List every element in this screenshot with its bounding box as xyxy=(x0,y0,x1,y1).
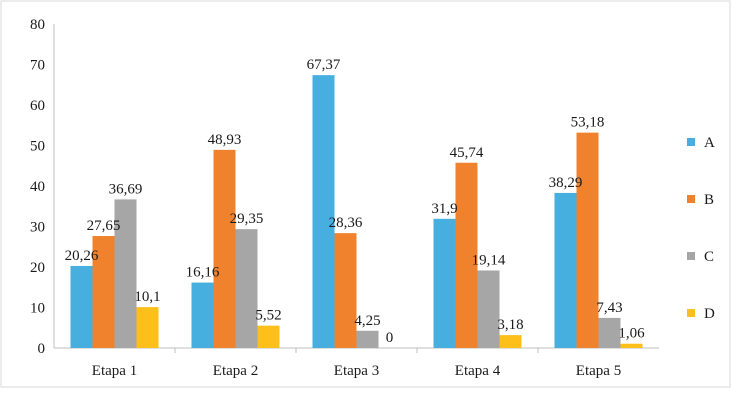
bar-d xyxy=(499,335,522,348)
data-label: 5,52 xyxy=(255,308,281,324)
data-label: 19,14 xyxy=(472,252,506,268)
data-label: 53,18 xyxy=(571,115,605,131)
legend-label-a: A xyxy=(704,135,715,151)
data-label: 36,69 xyxy=(109,181,143,197)
y-tick-label: 30 xyxy=(30,220,45,236)
data-label: 3,18 xyxy=(497,317,523,333)
y-tick-label: 20 xyxy=(30,260,45,276)
data-label: 7,43 xyxy=(596,300,622,316)
bar-a xyxy=(433,218,456,348)
bars xyxy=(70,75,643,349)
y-tick-label: 50 xyxy=(30,139,45,155)
bar-a xyxy=(312,75,335,349)
x-category-label: Etapa 4 xyxy=(455,363,501,379)
bar-c xyxy=(235,229,258,348)
bar-b xyxy=(334,233,357,348)
legend: A B C D xyxy=(687,135,715,322)
legend-label-b: B xyxy=(704,192,714,208)
legend-swatch-c xyxy=(687,252,695,260)
data-label: 28,36 xyxy=(329,215,363,231)
data-label: 27,65 xyxy=(87,218,121,234)
data-label: 38,29 xyxy=(549,175,583,191)
bar-c xyxy=(598,317,621,348)
data-label: 31,9 xyxy=(431,201,457,217)
bar-c xyxy=(477,270,500,348)
legend-label-c: C xyxy=(704,249,714,265)
data-label: 48,93 xyxy=(208,132,242,148)
y-tick-label: 0 xyxy=(38,341,46,357)
x-category-label: Etapa 3 xyxy=(334,363,379,379)
data-label: 67,37 xyxy=(307,57,341,73)
y-tick-label: 10 xyxy=(30,301,45,317)
legend-swatch-a xyxy=(687,138,695,146)
data-label: 0 xyxy=(386,330,394,346)
data-label: 16,16 xyxy=(186,265,220,281)
x-category-label: Etapa 1 xyxy=(92,363,137,379)
bar-a xyxy=(554,192,577,348)
data-label: 10,1 xyxy=(134,289,160,305)
bar-b xyxy=(92,236,115,348)
data-labels: 20,26 27,65 36,69 10,1 16,16 48,93 29,35 5,52 67… xyxy=(65,57,646,346)
axes: 0 10 20 30 40 50 60 70 80 Etapa 1 Etapa 2 Etapa 3 Et… xyxy=(30,17,659,379)
x-category-label: Etapa 2 xyxy=(213,363,258,379)
data-label: 1,06 xyxy=(618,326,645,342)
legend-swatch-d xyxy=(687,309,695,317)
y-tick-label: 40 xyxy=(30,179,45,195)
bar-d xyxy=(257,325,280,348)
bar-a xyxy=(191,282,214,348)
data-label: 4,25 xyxy=(354,313,380,329)
y-tick-label: 80 xyxy=(30,17,45,33)
legend-label-d: D xyxy=(704,306,715,322)
y-tick-label: 60 xyxy=(30,98,45,114)
bar-d xyxy=(136,307,159,348)
bar-d xyxy=(620,343,643,348)
y-tick-label: 70 xyxy=(30,58,45,74)
bar-b xyxy=(213,149,236,348)
data-label: 45,74 xyxy=(450,145,484,161)
legend-swatch-b xyxy=(687,195,695,203)
bar-a xyxy=(70,265,93,348)
bar-c xyxy=(114,199,137,348)
bar-b xyxy=(455,162,478,348)
bar-b xyxy=(576,132,599,348)
x-category-label: Etapa 5 xyxy=(576,363,621,379)
data-label: 29,35 xyxy=(230,211,264,227)
data-label: 20,26 xyxy=(65,248,99,264)
bar-c xyxy=(356,330,379,348)
